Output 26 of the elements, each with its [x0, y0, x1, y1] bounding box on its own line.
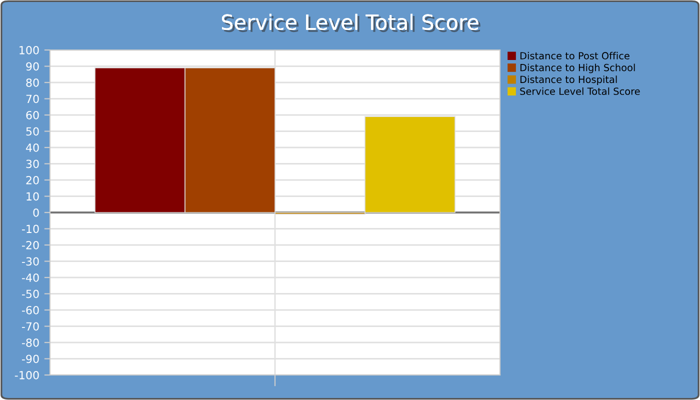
y-tick-label: 90: [26, 62, 39, 71]
legend-label: Distance to Hospital: [520, 76, 617, 85]
y-tick-label: -50: [22, 290, 39, 298]
legend-label: Service Level Total Score: [520, 87, 640, 95]
y-tick-label: -80: [22, 338, 39, 347]
y-tick-label: -20: [22, 240, 39, 250]
y-tick-label: 10: [26, 192, 39, 201]
chart-title: Service Level Total Score: [222, 14, 480, 32]
legend-label: Distance to Post Office: [520, 52, 630, 60]
legend-label: Distance to High School: [520, 64, 635, 74]
y-tick-label: 70: [26, 94, 39, 104]
y-tick-label: 0: [33, 208, 39, 217]
y-tick-label: -70: [22, 322, 39, 331]
y-tick-label: 80: [26, 78, 39, 87]
y-tick-label: 50: [26, 127, 39, 136]
y-tick-label: 100: [20, 46, 39, 54]
y-tick-label: 20: [26, 176, 39, 184]
y-tick-label: -40: [22, 273, 39, 282]
y-tick-label: 40: [26, 143, 39, 152]
y-tick-label: -100: [14, 370, 39, 380]
y-tick-label: -10: [22, 224, 39, 234]
y-tick-label: -90: [22, 354, 39, 364]
y-tick-label: 60: [26, 110, 39, 120]
y-tick-label: -60: [22, 306, 39, 314]
y-tick-label: -30: [22, 257, 39, 266]
y-tick-label: 30: [26, 160, 39, 168]
